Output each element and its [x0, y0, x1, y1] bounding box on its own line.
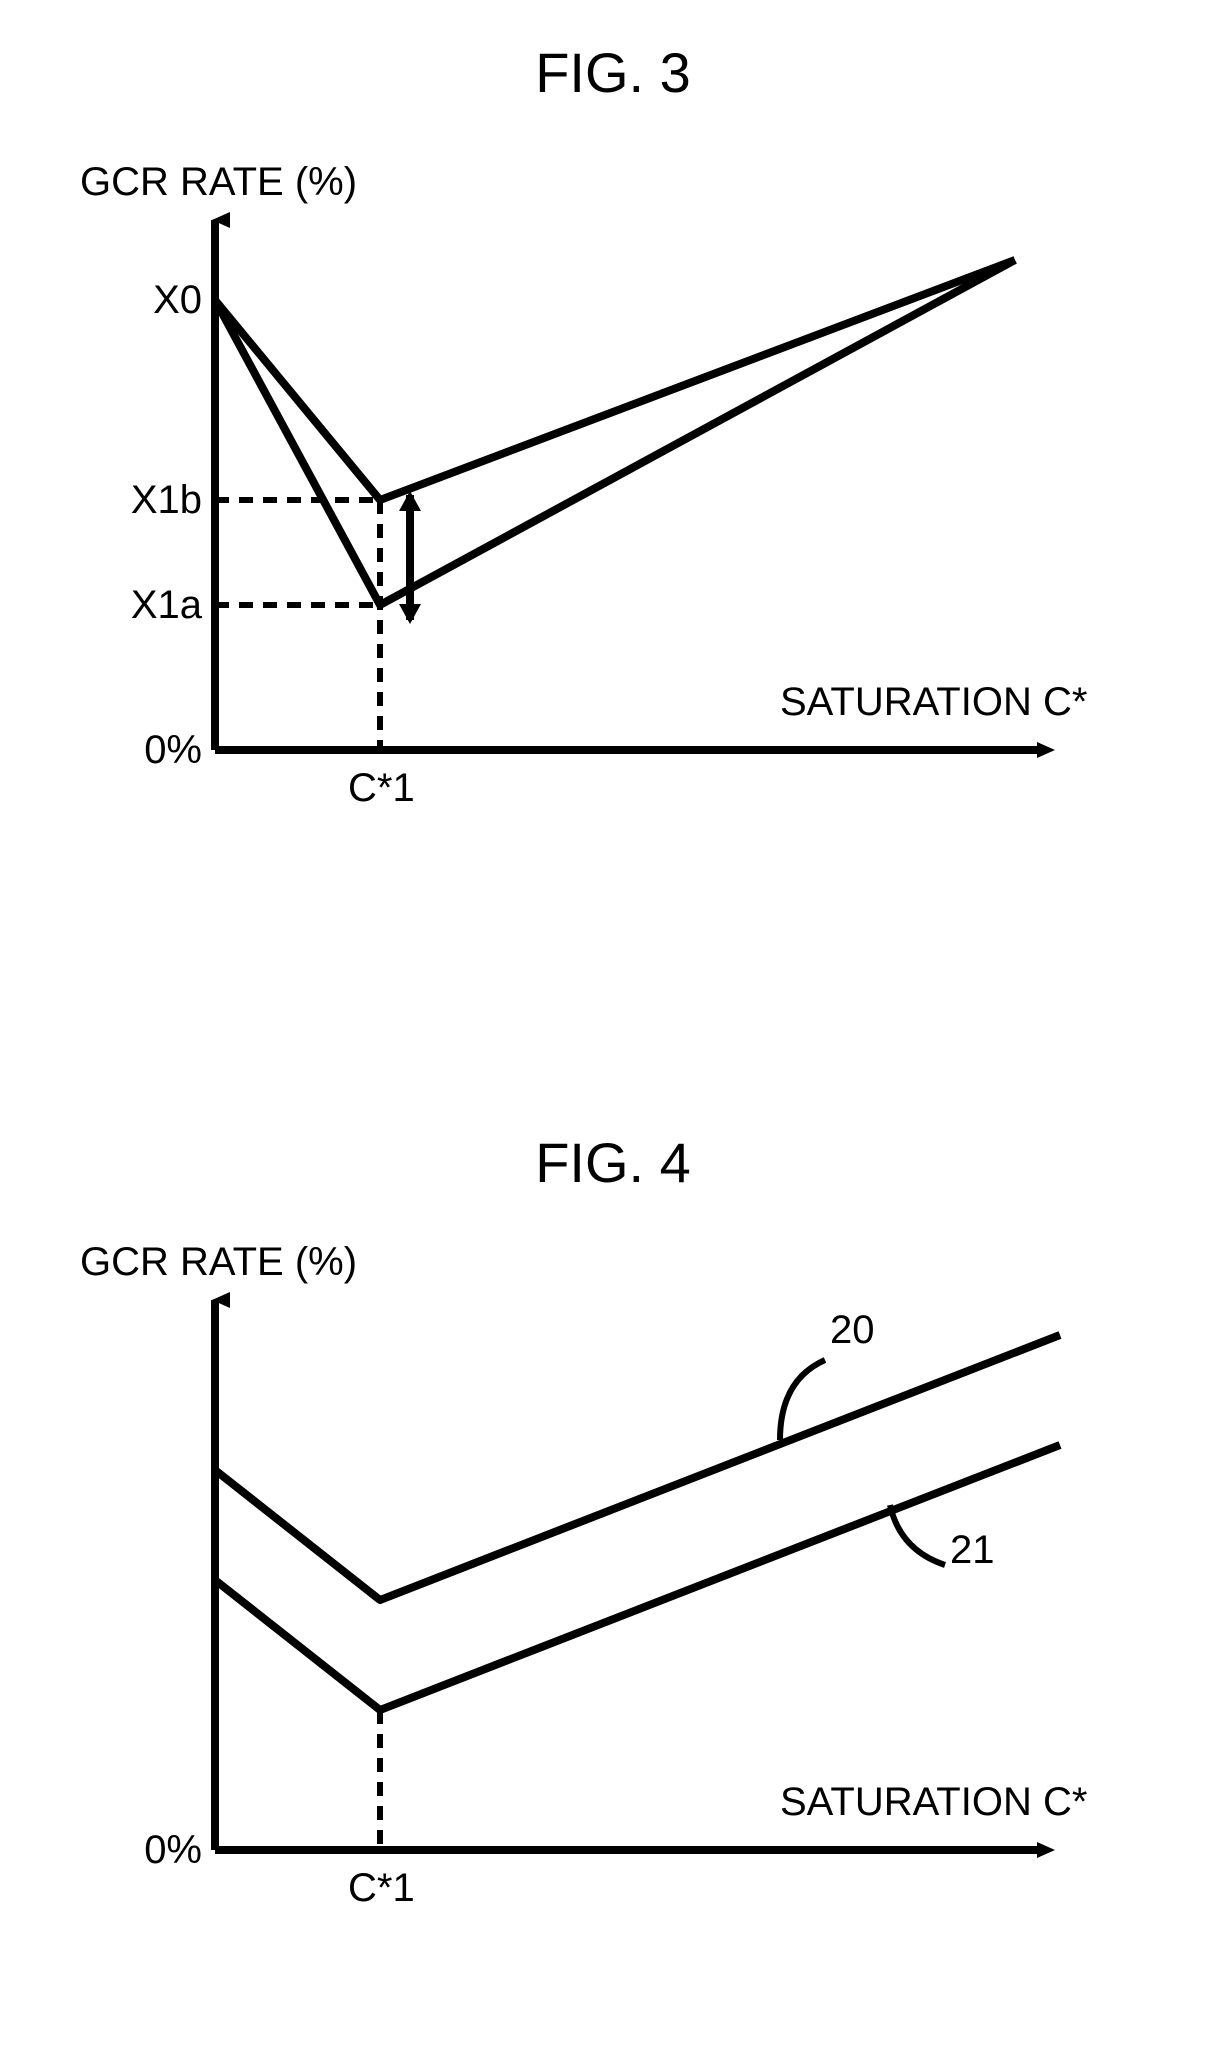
fig4-ytick-0: 0%	[144, 1828, 202, 1873]
fig3-y-axis-label: GCR RATE (%)	[80, 160, 357, 205]
fig4-xtick-c1: C*1	[348, 1866, 415, 1911]
fig3-title: FIG. 3	[535, 40, 691, 105]
fig3-ytick-x1a: X1a	[131, 583, 202, 628]
fig4-title: FIG. 4	[535, 1130, 691, 1195]
fig3-x-axis-label: SATURATION C*	[780, 680, 1087, 725]
fig3-xtick-c1: C*1	[348, 766, 415, 811]
fig4-label-20: 20	[830, 1308, 875, 1353]
fig4-x-axis-label: SATURATION C*	[780, 1780, 1087, 1825]
fig4-chart: GCR RATE (%) SATURATION C* 0% C*1 20 21	[80, 1270, 1130, 1950]
fig3-ytick-x1b: X1b	[131, 478, 202, 523]
fig3-chart: GCR RATE (%) SATURATION C* X0 X1b X1a 0%…	[80, 190, 1130, 820]
fig4-label-21: 21	[950, 1528, 995, 1573]
fig3-ytick-x0: X0	[153, 278, 202, 323]
fig3-ytick-0: 0%	[144, 728, 202, 773]
fig4-y-axis-label: GCR RATE (%)	[80, 1240, 357, 1285]
fig4-svg	[80, 1270, 1130, 1950]
fig3-svg	[80, 190, 1130, 820]
